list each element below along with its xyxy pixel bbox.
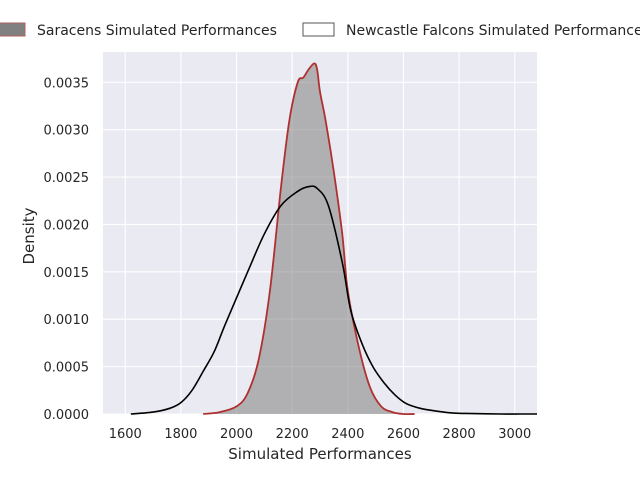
legend-swatch-newcastle <box>302 22 335 37</box>
newcastle-density-line <box>130 185 537 415</box>
y-tick-label: 0.0005 <box>44 361 90 376</box>
y-tick-label: 0.0015 <box>44 266 90 281</box>
x-axis-label: Simulated Performances <box>228 445 412 463</box>
x-tick-label: 2600 <box>387 427 420 442</box>
x-tick-label: 2800 <box>443 427 476 442</box>
y-tick-label: 0.0020 <box>44 218 90 233</box>
x-tick-label: 3000 <box>498 427 531 442</box>
y-tick-label: 0.0025 <box>44 171 90 186</box>
legend-label-saracens: Saracens Simulated Performances <box>37 23 277 39</box>
y-axis-label: Density <box>20 207 38 264</box>
legend-swatch-saracens <box>0 22 26 37</box>
y-tick-label: 0.0010 <box>44 313 90 328</box>
saracens-density-line <box>203 62 415 416</box>
legend-label-newcastle: Newcastle Falcons Simulated Performances <box>346 23 640 39</box>
x-tick-label: 1800 <box>164 427 197 442</box>
y-tick-label: 0.0035 <box>44 76 90 91</box>
legend: Saracens Simulated Performances Newcastle… <box>0 22 640 39</box>
series-layer <box>130 62 537 416</box>
y-tick-label: 0.0000 <box>44 408 90 423</box>
x-tick-label: 2400 <box>331 427 364 442</box>
y-tick-labels: 0.0000 0.0005 0.0010 0.0015 0.0020 0.0025 0.00… <box>44 76 90 423</box>
y-tick-label: 0.0030 <box>44 124 90 139</box>
x-tick-label: 1600 <box>109 427 142 442</box>
x-tick-label: 2000 <box>220 427 253 442</box>
x-tick-labels: 1600 1800 2000 2200 2400 2600 2800 3000 <box>109 427 532 442</box>
x-tick-label: 2200 <box>276 427 309 442</box>
saracens-density-area <box>203 63 415 415</box>
